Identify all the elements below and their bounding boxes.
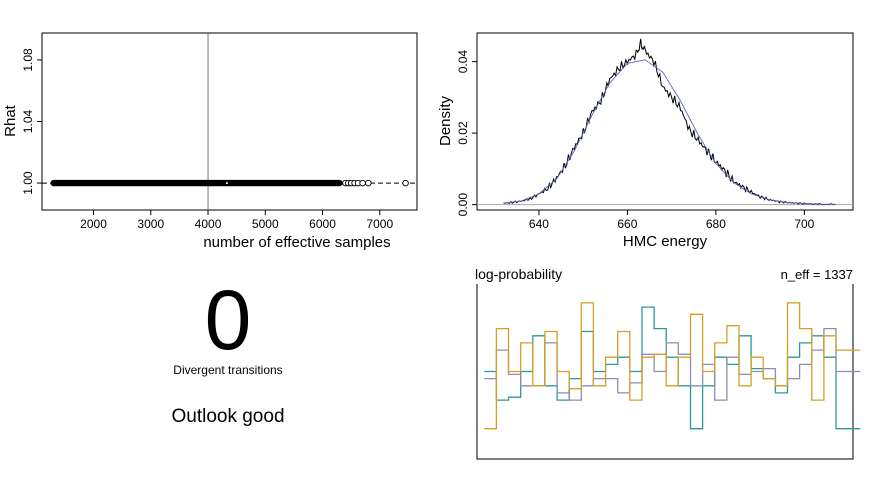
energy-marks	[477, 38, 853, 206]
energy-x-tick-label: 680	[706, 217, 726, 231]
rhat-marks	[42, 33, 417, 210]
energy-reference-density-line	[503, 59, 836, 205]
energy-y-axis: 0.00 0.02 0.04	[456, 50, 477, 217]
rhat-point-cluster	[50, 179, 343, 187]
rhat-x-tick-label: 4000	[195, 217, 222, 231]
rhat-x-tick-label: 3000	[137, 217, 164, 231]
rhat-point	[359, 179, 366, 187]
divergent-count: 0	[204, 273, 252, 367]
energy-y-tick-label: 0.02	[456, 121, 470, 145]
energy-x-axis: 640 660 680 700	[529, 210, 815, 231]
energy-x-tick-label: 660	[617, 217, 637, 231]
rhat-y-label: Rhat	[2, 104, 19, 137]
rhat-x-label: number of effective samples	[203, 234, 390, 251]
rhat-neff-panel: 1.00 1.04 1.08 2000 3000 4000 5000 6000 7000 nu…	[2, 32, 418, 251]
energy-density-panel: 0.00 0.02 0.04 640 660 680 700 HMC energy Den…	[437, 32, 854, 250]
energy-plot-frame	[476, 32, 854, 211]
rhat-y-tick-label: 1.00	[21, 171, 35, 195]
trace-title: log-probability	[475, 266, 562, 282]
rhat-y-axis: 1.00 1.04 1.08	[21, 48, 42, 195]
energy-x-tick-label: 700	[794, 217, 814, 231]
rhat-x-tick-label: 5000	[252, 217, 279, 231]
trace-marks	[484, 302, 861, 430]
energy-y-tick-label: 0.04	[456, 50, 470, 74]
trace-panel: log-probability n_eff = 1337	[475, 266, 861, 460]
rhat-x-axis: 2000 3000 4000 5000 6000 7000	[80, 210, 393, 231]
rhat-x-tick-label: 2000	[80, 217, 107, 231]
rhat-y-tick-label: 1.08	[21, 48, 35, 72]
trace-neff-annotation: n_eff = 1337	[781, 267, 853, 282]
rhat-x-tick-label: 7000	[366, 217, 393, 231]
trace-chain-1-line	[484, 306, 861, 430]
outlook-text: Outlook good	[171, 406, 285, 427]
rhat-point	[402, 179, 409, 187]
rhat-x-tick-label: 6000	[309, 217, 336, 231]
energy-y-tick-label: 0.00	[456, 193, 470, 217]
energy-x-tick-label: 640	[529, 217, 549, 231]
energy-density-line	[503, 38, 836, 206]
divergent-label: Divergent transitions	[173, 363, 283, 377]
energy-y-label: Density	[437, 95, 454, 146]
trace-chain-3-line	[484, 302, 861, 430]
rhat-point	[365, 179, 372, 187]
trace-chain-2-line	[484, 327, 861, 401]
energy-x-label: HMC energy	[623, 233, 708, 250]
rhat-y-tick-label: 1.04	[21, 109, 35, 133]
